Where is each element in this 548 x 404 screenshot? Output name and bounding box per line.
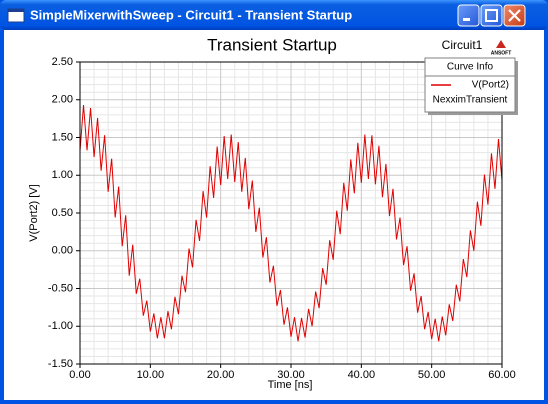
chart-title: Transient Startup xyxy=(207,35,337,54)
maximize-button[interactable] xyxy=(480,4,503,27)
data-line xyxy=(79,105,503,342)
window-title: SimpleMixerwithSweep - Circuit1 - Transi… xyxy=(30,7,352,22)
y-tick-label: 0.00 xyxy=(52,245,73,257)
chart: Transient Startup Circuit1 ANSOFT Time [… xyxy=(28,35,518,391)
x-tick-label: 10.00 xyxy=(137,369,165,381)
y-tick-label: 1.00 xyxy=(52,169,73,181)
legend-label: V(Port2) xyxy=(472,80,509,91)
legend-title: Curve Info xyxy=(447,62,494,73)
x-tick-label: 40.00 xyxy=(348,369,376,381)
annotation: Circuit1 xyxy=(442,38,483,52)
minimize-button[interactable] xyxy=(457,4,480,27)
y-tick-label: 2.00 xyxy=(52,94,73,106)
window-icon xyxy=(7,8,25,23)
close-button[interactable] xyxy=(503,4,526,27)
title-bar[interactable] xyxy=(0,0,548,30)
y-tick-label: -1.00 xyxy=(48,320,73,332)
y-tick-label: 1.50 xyxy=(52,131,73,143)
legend-note: NexximTransient xyxy=(433,95,508,106)
y-tick-label: 0.50 xyxy=(52,207,73,219)
y-tick-label: 2.50 xyxy=(52,56,73,68)
x-tick-label: 20.00 xyxy=(207,369,235,381)
logo: ANSOFT xyxy=(491,50,512,56)
logo-icon xyxy=(496,40,506,48)
x-tick-label: 30.00 xyxy=(277,369,305,381)
y-tick-label: -0.50 xyxy=(48,282,73,294)
plot-frame xyxy=(79,61,503,365)
x-tick-label: 60.00 xyxy=(488,369,516,381)
x-axis-label: Time [ns] xyxy=(268,379,313,391)
x-tick-label: 0.00 xyxy=(69,369,90,381)
y-tick-label: -1.50 xyxy=(48,358,73,370)
x-tick-label: 50.00 xyxy=(418,369,446,381)
y-axis-label: V(Port2) [V] xyxy=(28,184,40,241)
